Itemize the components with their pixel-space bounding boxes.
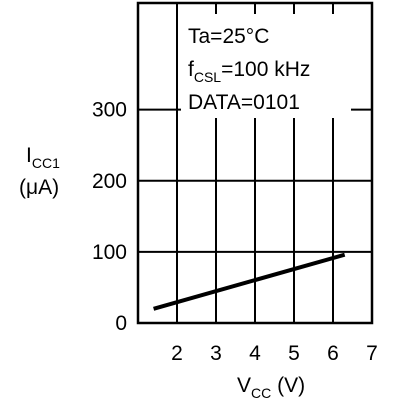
y-axis-unit: (μA)	[19, 176, 59, 199]
annotation-ta: Ta=25°C	[188, 25, 269, 48]
x-tick-label: 6	[327, 342, 339, 365]
y-tick-label: 0	[115, 312, 127, 335]
x-tick-label: 2	[171, 342, 183, 365]
series-line	[153, 252, 346, 311]
y-axis-label: ICC1	[26, 144, 60, 171]
y-tick-label: 200	[92, 170, 127, 193]
x-ticks: 2 3 4 5 6 7	[171, 342, 378, 365]
x-tick-label: 5	[288, 342, 300, 365]
x-axis-label: VCC (V)	[237, 374, 305, 401]
y-ticks: 0 100 200 300	[92, 99, 127, 335]
x-tick-label: 7	[366, 342, 378, 365]
series	[153, 252, 346, 311]
annotation-box	[181, 14, 351, 118]
x-tick-label: 4	[249, 342, 261, 365]
plot-frame	[136, 1, 374, 325]
y-tick-label: 300	[92, 99, 127, 122]
annotation-data: DATA=0101	[188, 91, 300, 114]
x-tick-label: 3	[210, 342, 222, 365]
annotation-fcsl: fCSL=100 kHz	[188, 58, 310, 85]
y-tick-label: 100	[92, 241, 127, 264]
